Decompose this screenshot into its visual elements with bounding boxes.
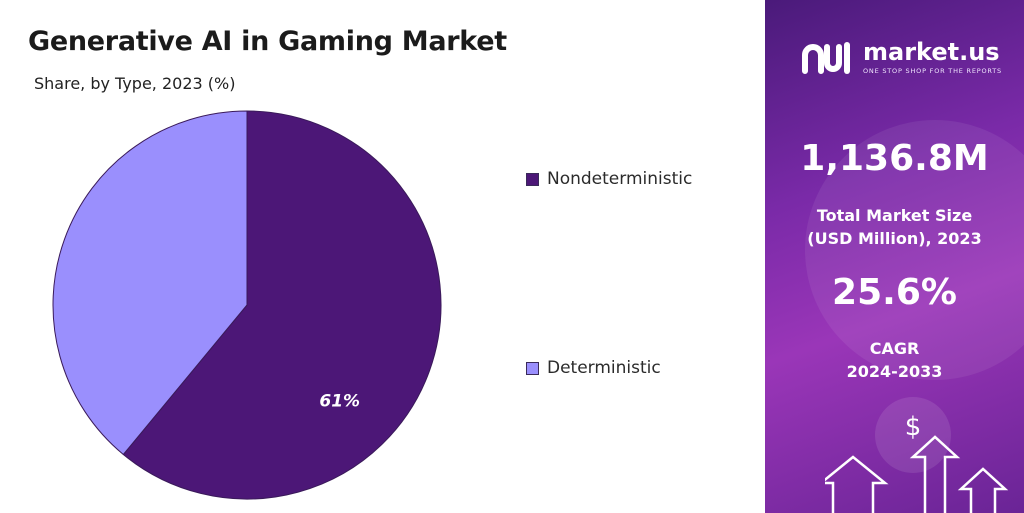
legend-label-nondeterministic: Nondeterministic xyxy=(547,169,693,189)
background-glow xyxy=(805,120,1024,380)
chart-title: Generative AI in Gaming Market xyxy=(28,26,507,57)
legend-swatch-nondeterministic xyxy=(526,172,539,186)
brand-text: market.us ONE STOP SHOP FOR THE REPORTS xyxy=(863,40,1002,75)
cagr-value: 25.6% xyxy=(832,272,957,313)
pie-slice-deterministic xyxy=(52,110,248,456)
pie-slice-nondeterministic xyxy=(122,110,442,500)
pie-chart: 61% xyxy=(52,110,442,500)
legend-label-deterministic: Deterministic xyxy=(547,358,661,378)
legend-item-nondeterministic: Nondeterministic xyxy=(526,169,692,189)
cagr-label-line1: CAGR xyxy=(869,339,920,358)
market-us-logo-icon xyxy=(802,41,850,74)
market-size-label-line1: Total Market Size xyxy=(816,206,973,225)
brand-name: market.us xyxy=(863,38,1000,66)
legend-item-deterministic: Deterministic xyxy=(526,358,661,378)
cagr-label-line2: 2024-2033 xyxy=(846,362,943,382)
market-size-label-line2: (USD Million), 2023 xyxy=(807,229,982,249)
legend-swatch-deterministic xyxy=(526,361,539,375)
coin-circle xyxy=(875,397,951,473)
brand[interactable]: market.us ONE STOP SHOP FOR THE REPORTS xyxy=(801,40,1002,75)
market-size-label: Total Market Size (USD Million), 2023 xyxy=(765,204,1024,250)
market-size-value: 1,136.8M xyxy=(800,138,989,179)
brand-tagline: ONE STOP SHOP FOR THE REPORTS xyxy=(863,67,1002,75)
up-arrow-icon xyxy=(825,435,1009,513)
pie-data-label-nondeterministic: 61% xyxy=(319,392,360,412)
cagr-label: CAGR 2024-2033 xyxy=(765,337,1024,383)
summary-panel: market.us ONE STOP SHOP FOR THE REPORTS … xyxy=(765,0,1024,513)
chart-panel: Generative AI in Gaming Market Share, by… xyxy=(28,26,693,500)
chart-subtitle: Share, by Type, 2023 (%) xyxy=(34,74,236,93)
dollar-icon: $ xyxy=(905,412,922,442)
growth-decoration: $ xyxy=(825,397,1009,513)
